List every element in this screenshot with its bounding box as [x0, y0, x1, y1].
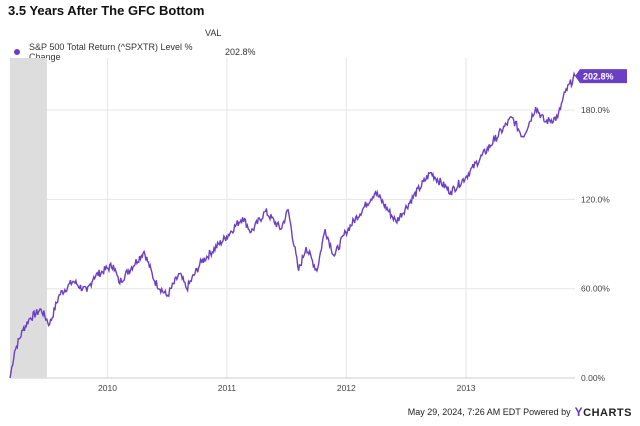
y-tick-label: 0.00%	[581, 373, 606, 383]
end-value-label: 202.8%	[575, 69, 627, 84]
legend-marker-icon	[14, 49, 20, 55]
end-value-label-background	[575, 69, 627, 84]
y-tick-label: 120.0%	[581, 194, 610, 204]
legend-column-header: VAL	[205, 28, 222, 38]
x-tick-label: 2013	[457, 383, 476, 393]
x-tick-label: 2010	[98, 383, 117, 393]
gridlines	[10, 58, 575, 379]
x-tick-label: 2011	[218, 383, 237, 393]
logo-y: Y	[574, 405, 584, 419]
end-value-label-text: 202.8%	[583, 72, 614, 82]
y-tick-label: 60.00%	[581, 284, 610, 294]
y-axis-ticks: 0.00% 60.00% 120.0% 180.0%	[581, 105, 610, 383]
footer-timestamp: May 29, 2024, 7:26 AM EDT Powered by	[407, 407, 571, 417]
series-line	[9, 71, 576, 379]
recession-shade	[10, 58, 47, 378]
x-tick-label: 2012	[337, 383, 356, 393]
x-axis-ticks: 2010 2011 2012 2013	[98, 383, 476, 393]
ycharts-logo[interactable]: YCHARTS	[575, 405, 632, 419]
legend-series-value: 202.8%	[225, 47, 256, 57]
footer: May 29, 2024, 7:26 AM EDT Powered by YCH…	[408, 405, 632, 419]
logo-text: CHARTS	[583, 407, 632, 419]
y-tick-label: 180.0%	[581, 105, 610, 115]
legend-series-name: S&P 500 Total Return (^SPXTR) Level % Ch…	[29, 42, 193, 62]
chart-title: 3.5 Years After The GFC Bottom	[8, 3, 205, 18]
legend-item[interactable]: S&P 500 Total Return (^SPXTR) Level % Ch…	[14, 42, 256, 62]
